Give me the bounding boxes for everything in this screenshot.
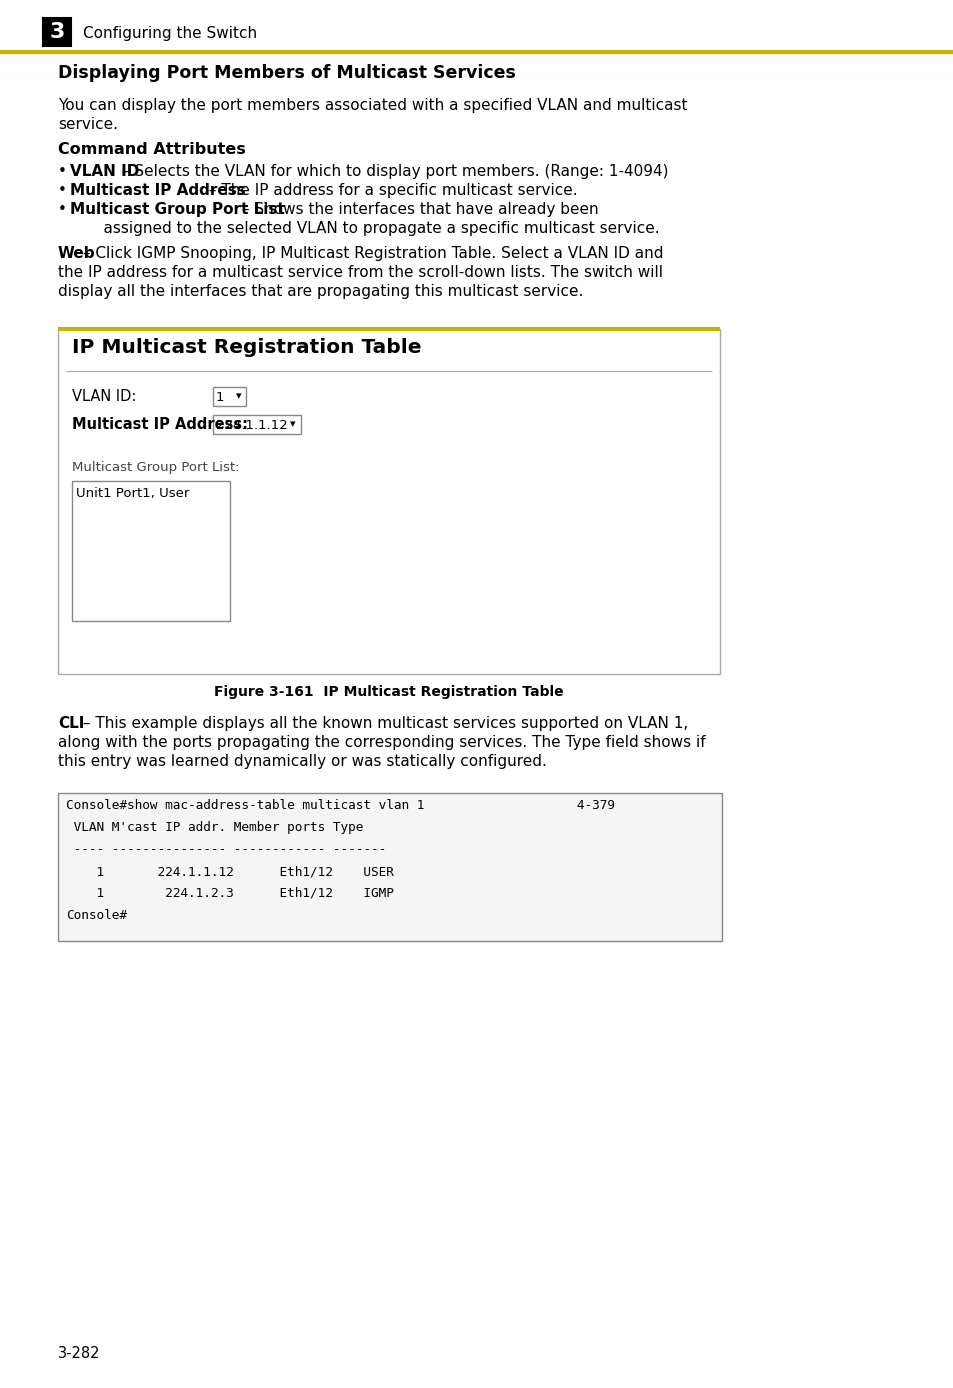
Text: Multicast Group Port List:: Multicast Group Port List: [71, 461, 239, 473]
Text: Multicast IP Address:: Multicast IP Address: [71, 416, 248, 432]
Text: Console#: Console# [66, 909, 127, 922]
Text: 3: 3 [50, 22, 65, 42]
Text: 1: 1 [215, 391, 224, 404]
Text: assigned to the selected VLAN to propagate a specific multicast service.: assigned to the selected VLAN to propaga… [84, 221, 659, 236]
Text: IP Multicast Registration Table: IP Multicast Registration Table [71, 339, 421, 357]
Text: Multicast IP Address: Multicast IP Address [70, 183, 246, 198]
Text: •: • [58, 183, 67, 198]
Text: Figure 3-161  IP Multicast Registration Table: Figure 3-161 IP Multicast Registration T… [214, 686, 563, 700]
Text: – Shows the interfaces that have already been: – Shows the interfaces that have already… [237, 203, 598, 217]
Text: Console#show mac-address-table multicast vlan 1                    4-379: Console#show mac-address-table multicast… [66, 799, 615, 812]
Text: •: • [58, 164, 67, 179]
Text: ▾: ▾ [290, 419, 295, 429]
Text: Web: Web [58, 246, 95, 261]
Text: 1        224.1.2.3      Eth1/12    IGMP: 1 224.1.2.3 Eth1/12 IGMP [66, 887, 394, 899]
Text: display all the interfaces that are propagating this multicast service.: display all the interfaces that are prop… [58, 285, 583, 298]
Text: •: • [58, 203, 67, 217]
Text: along with the ports propagating the corresponding services. The Type field show: along with the ports propagating the cor… [58, 736, 705, 750]
Text: – This example displays all the known multicast services supported on VLAN 1,: – This example displays all the known mu… [78, 716, 688, 731]
Text: service.: service. [58, 117, 118, 132]
Text: Configuring the Switch: Configuring the Switch [83, 26, 257, 42]
Text: VLAN ID:: VLAN ID: [71, 389, 136, 404]
Text: Displaying Port Members of Multicast Services: Displaying Port Members of Multicast Ser… [58, 64, 516, 82]
Text: 1       224.1.1.12      Eth1/12    USER: 1 224.1.1.12 Eth1/12 USER [66, 865, 394, 879]
FancyBboxPatch shape [213, 387, 246, 407]
Text: Multicast Group Port List: Multicast Group Port List [70, 203, 284, 217]
Text: – Click IGMP Snooping, IP Multicast Registration Table. Select a VLAN ID and: – Click IGMP Snooping, IP Multicast Regi… [78, 246, 663, 261]
FancyBboxPatch shape [58, 329, 720, 675]
Text: VLAN M'cast IP addr. Member ports Type: VLAN M'cast IP addr. Member ports Type [66, 820, 363, 834]
Text: 3-282: 3-282 [58, 1346, 100, 1362]
Text: this entry was learned dynamically or was statically configured.: this entry was learned dynamically or wa… [58, 754, 546, 769]
FancyBboxPatch shape [43, 18, 71, 46]
FancyBboxPatch shape [58, 793, 721, 941]
Text: ---- --------------- ------------ -------: ---- --------------- ------------ ------… [66, 843, 386, 856]
Text: CLI: CLI [58, 716, 84, 731]
Text: – The IP address for a specific multicast service.: – The IP address for a specific multicas… [204, 183, 577, 198]
Text: ▾: ▾ [235, 391, 241, 401]
FancyBboxPatch shape [71, 482, 230, 620]
FancyBboxPatch shape [213, 415, 301, 434]
Text: You can display the port members associated with a specified VLAN and multicast: You can display the port members associa… [58, 99, 687, 112]
Text: 224.1.1.12: 224.1.1.12 [215, 419, 288, 432]
Text: Command Attributes: Command Attributes [58, 142, 246, 157]
Text: Unit1 Port1, User: Unit1 Port1, User [76, 487, 190, 500]
Text: the IP address for a multicast service from the scroll-down lists. The switch wi: the IP address for a multicast service f… [58, 265, 662, 280]
Text: – Selects the VLAN for which to display port members. (Range: 1-4094): – Selects the VLAN for which to display … [117, 164, 668, 179]
Text: VLAN ID: VLAN ID [70, 164, 139, 179]
